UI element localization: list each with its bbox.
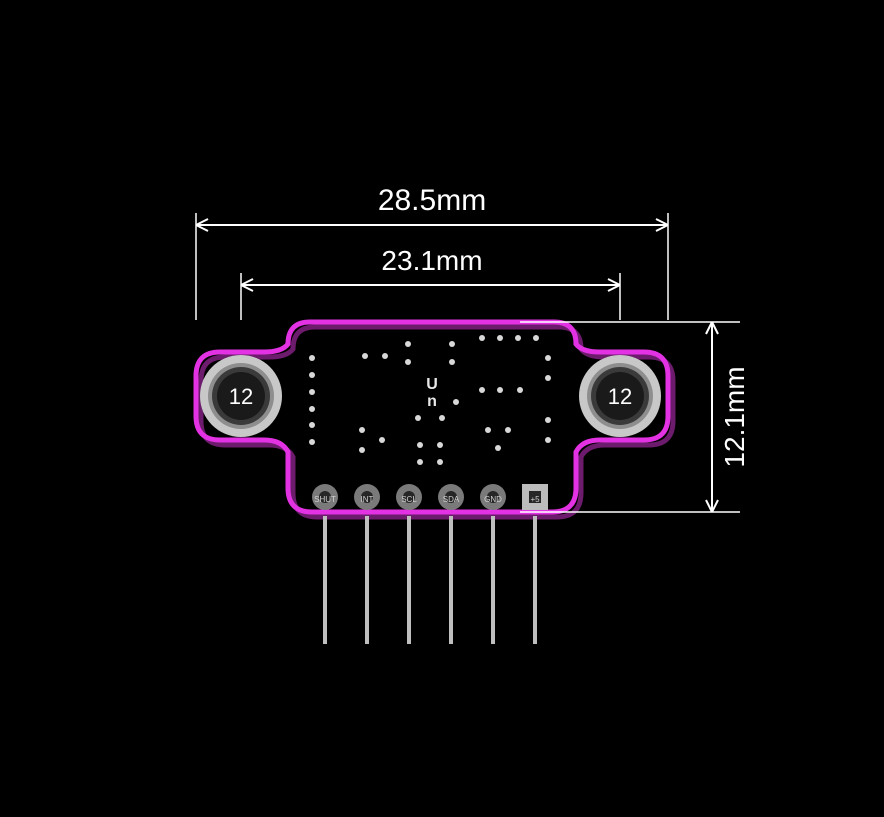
via: [417, 442, 423, 448]
pin-label: +5: [530, 495, 540, 504]
via: [479, 387, 485, 393]
via: [437, 442, 443, 448]
via: [545, 417, 551, 423]
via: [309, 372, 315, 378]
pin-label: SDA: [443, 495, 460, 504]
via: [479, 335, 485, 341]
via: [533, 335, 539, 341]
via: [405, 341, 411, 347]
via: [309, 406, 315, 412]
via: [497, 335, 503, 341]
via: [505, 427, 511, 433]
ic-label-bottom: n: [427, 393, 437, 410]
via: [309, 422, 315, 428]
mounting-hole: 12: [579, 355, 661, 437]
via: [417, 459, 423, 465]
mounting-hole: 12: [200, 355, 282, 437]
via: [449, 359, 455, 365]
ic-label-top: U: [426, 376, 438, 393]
via: [545, 355, 551, 361]
pin-label: SHUT: [314, 495, 336, 504]
pin-leg: [533, 516, 537, 644]
pin-label: INT: [361, 495, 374, 504]
via: [485, 427, 491, 433]
via: [309, 439, 315, 445]
via: [362, 353, 368, 359]
pin-leg: [449, 516, 453, 644]
pin-leg: [491, 516, 495, 644]
pin-leg: [407, 516, 411, 644]
pin-leg: [365, 516, 369, 644]
via: [449, 341, 455, 347]
via: [515, 335, 521, 341]
mounting-hole-label: 12: [229, 384, 253, 409]
pin-label: GND: [484, 495, 502, 504]
via: [439, 415, 445, 421]
via: [309, 389, 315, 395]
via: [453, 399, 459, 405]
via: [495, 445, 501, 451]
dimension-label: 28.5mm: [378, 184, 486, 217]
via: [309, 355, 315, 361]
via: [497, 387, 503, 393]
dimension-label: 23.1mm: [381, 245, 482, 276]
via: [379, 437, 385, 443]
via: [405, 359, 411, 365]
mounting-hole-label: 12: [608, 384, 632, 409]
via: [517, 387, 523, 393]
via: [415, 415, 421, 421]
via: [359, 427, 365, 433]
dimension-label: 12.1mm: [719, 366, 750, 467]
pin-label: SCL: [401, 495, 417, 504]
via: [359, 447, 365, 453]
via: [437, 459, 443, 465]
via: [382, 353, 388, 359]
via: [545, 375, 551, 381]
pin-leg: [323, 516, 327, 644]
via: [545, 437, 551, 443]
